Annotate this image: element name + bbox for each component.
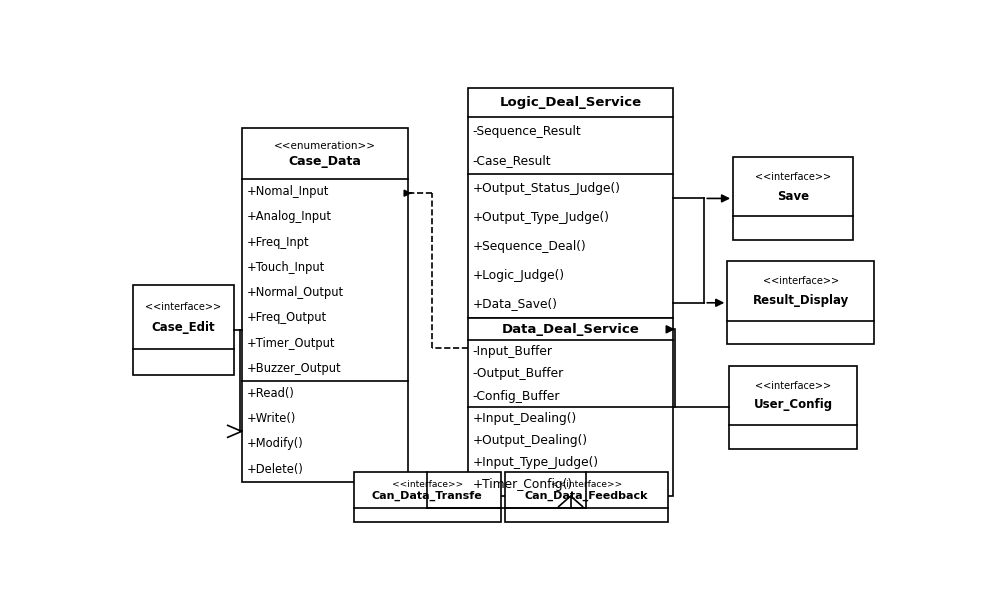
Bar (729, 366, 857, 448)
Text: +Freq_Inpt: +Freq_Inpt (246, 235, 309, 248)
Bar (733, 157, 853, 240)
Bar (468, 318, 673, 496)
Text: +Normal_Output: +Normal_Output (246, 286, 343, 299)
Text: -Config_Buffer: -Config_Buffer (473, 389, 560, 402)
Text: +Input_Type_Judge(): +Input_Type_Judge() (473, 456, 599, 469)
Text: -Case_Result: -Case_Result (473, 153, 551, 166)
Text: <<interface>>: <<interface>> (755, 172, 831, 182)
Text: +Output_Dealing(): +Output_Dealing() (473, 434, 588, 447)
Text: +Write(): +Write() (246, 412, 296, 425)
Text: +Data_Save(): +Data_Save() (473, 298, 558, 310)
Text: Can_Data_Transfe: Can_Data_Transfe (372, 491, 483, 501)
Text: +Touch_Input: +Touch_Input (246, 261, 325, 274)
Text: Case_Edit: Case_Edit (151, 321, 215, 334)
Text: +Analog_Input: +Analog_Input (246, 210, 331, 224)
Text: <<interface>>: <<interface>> (550, 480, 622, 489)
Bar (354, 472, 501, 522)
Text: <<interface>>: <<interface>> (145, 302, 221, 312)
Text: <<interface>>: <<interface>> (755, 381, 831, 391)
Text: <<interface>>: <<interface>> (763, 277, 839, 286)
Text: +Delete(): +Delete() (246, 463, 303, 476)
Text: +Freq_Output: +Freq_Output (246, 311, 326, 324)
Text: Result_Display: Result_Display (753, 294, 849, 307)
Bar (242, 129, 408, 482)
Text: Can_Data_Feedback: Can_Data_Feedback (524, 491, 648, 501)
Text: Data_Deal_Service: Data_Deal_Service (502, 323, 640, 336)
Text: +Read(): +Read() (246, 387, 294, 400)
Text: User_Config: User_Config (753, 399, 833, 411)
Text: +Input_Dealing(): +Input_Dealing() (473, 411, 577, 425)
Text: +Output_Type_Judge(): +Output_Type_Judge() (473, 211, 610, 224)
Text: +Logic_Judge(): +Logic_Judge() (473, 269, 565, 282)
Text: +Buzzer_Output: +Buzzer_Output (246, 362, 341, 375)
Text: -Input_Buffer: -Input_Buffer (473, 345, 553, 358)
Bar (505, 472, 668, 522)
Bar (468, 88, 673, 318)
Text: -Sequence_Result: -Sequence_Result (473, 125, 581, 138)
Bar (727, 261, 874, 344)
Bar (133, 285, 234, 375)
Text: +Timer_Config(): +Timer_Config() (473, 479, 573, 492)
Text: <<enumeration>>: <<enumeration>> (274, 140, 376, 151)
Text: -Output_Buffer: -Output_Buffer (473, 367, 564, 380)
Text: +Modify(): +Modify() (246, 437, 303, 450)
Text: +Output_Status_Judge(): +Output_Status_Judge() (473, 182, 621, 195)
Text: +Sequence_Deal(): +Sequence_Deal() (473, 240, 586, 253)
Text: Logic_Deal_Service: Logic_Deal_Service (500, 96, 642, 109)
Text: +Nomal_Input: +Nomal_Input (246, 185, 329, 198)
Text: Case_Data: Case_Data (289, 155, 361, 168)
Text: <<interface>>: <<interface>> (392, 480, 463, 489)
Text: +Timer_Output: +Timer_Output (246, 336, 335, 349)
Text: Save: Save (777, 190, 809, 203)
